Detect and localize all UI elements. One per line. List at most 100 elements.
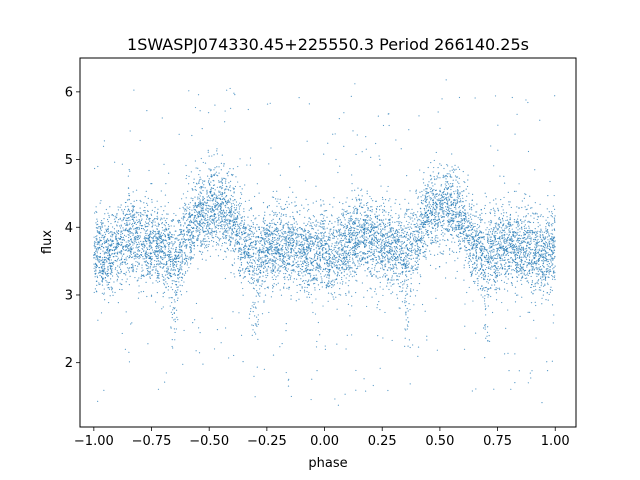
data-point — [461, 222, 463, 224]
data-point — [124, 273, 126, 275]
data-point — [229, 186, 231, 188]
data-point — [149, 273, 151, 275]
data-point — [487, 272, 489, 275]
data-point — [428, 233, 430, 235]
data-point — [238, 269, 240, 271]
data-point — [526, 280, 528, 282]
data-point — [514, 133, 516, 135]
data-point — [524, 219, 526, 221]
data-point — [508, 229, 510, 231]
data-point — [193, 237, 195, 239]
data-point — [392, 265, 394, 267]
data-point — [108, 272, 110, 274]
data-point — [334, 398, 336, 400]
data-point — [360, 260, 362, 262]
data-point — [181, 255, 183, 257]
data-point — [401, 243, 403, 245]
data-point — [507, 309, 509, 311]
data-point — [369, 206, 372, 208]
data-point — [117, 276, 120, 278]
data-point — [487, 254, 490, 256]
data-point — [124, 214, 127, 216]
data-point — [204, 247, 206, 249]
data-point — [461, 238, 463, 240]
data-point — [130, 213, 132, 215]
data-point — [477, 238, 479, 240]
data-point — [422, 232, 424, 234]
data-point — [535, 282, 537, 284]
data-point — [446, 196, 448, 199]
data-point — [118, 225, 121, 227]
data-point — [228, 200, 230, 203]
data-point — [434, 183, 436, 185]
data-point — [223, 218, 226, 221]
data-point — [108, 216, 110, 218]
data-point — [194, 204, 196, 206]
data-point — [207, 181, 210, 183]
data-point — [361, 151, 363, 153]
data-point — [311, 236, 313, 238]
data-point — [304, 268, 306, 270]
data-point — [386, 225, 388, 227]
data-point — [299, 213, 301, 216]
data-point — [429, 187, 431, 189]
data-point — [382, 124, 385, 127]
data-point — [338, 232, 341, 234]
data-point — [166, 218, 168, 220]
data-point — [439, 177, 441, 179]
data-point — [455, 203, 457, 205]
data-point — [331, 252, 334, 254]
data-point — [330, 254, 332, 256]
data-point — [96, 276, 99, 279]
data-point — [332, 258, 334, 260]
data-point — [443, 209, 445, 212]
data-point — [445, 214, 447, 216]
data-point — [338, 216, 340, 219]
data-point — [445, 186, 447, 188]
data-point — [286, 252, 288, 254]
data-point — [548, 223, 550, 225]
data-point — [306, 243, 308, 245]
data-point — [213, 215, 215, 218]
data-point — [268, 248, 271, 251]
data-point — [203, 184, 205, 186]
data-point — [507, 254, 510, 257]
data-point — [497, 149, 499, 151]
data-point — [343, 260, 345, 262]
data-point — [429, 221, 431, 223]
data-point — [549, 180, 551, 183]
data-point — [508, 370, 510, 372]
data-point — [447, 221, 449, 223]
data-point — [428, 201, 430, 203]
data-point — [323, 234, 325, 236]
data-point — [369, 217, 371, 219]
data-point — [95, 248, 98, 250]
data-point — [144, 206, 146, 209]
data-point — [134, 254, 136, 256]
data-point — [516, 261, 518, 264]
data-point — [552, 268, 554, 270]
data-point — [434, 178, 436, 180]
data-point — [523, 255, 525, 257]
data-point — [344, 269, 346, 271]
data-point — [160, 241, 163, 243]
data-point — [100, 221, 102, 224]
data-point — [371, 263, 373, 266]
data-point — [275, 229, 277, 231]
data-point — [227, 175, 229, 177]
data-point — [311, 378, 313, 380]
data-point — [371, 251, 373, 253]
data-point — [527, 311, 529, 313]
data-point — [489, 236, 491, 238]
data-point — [254, 228, 256, 230]
data-point — [551, 237, 553, 239]
data-point — [546, 261, 548, 263]
data-point — [186, 174, 188, 177]
data-point — [551, 264, 553, 267]
data-point — [518, 274, 520, 276]
data-point — [472, 254, 474, 256]
data-point — [363, 223, 365, 225]
data-point — [299, 256, 301, 258]
data-point — [501, 206, 503, 208]
data-point — [538, 245, 540, 247]
